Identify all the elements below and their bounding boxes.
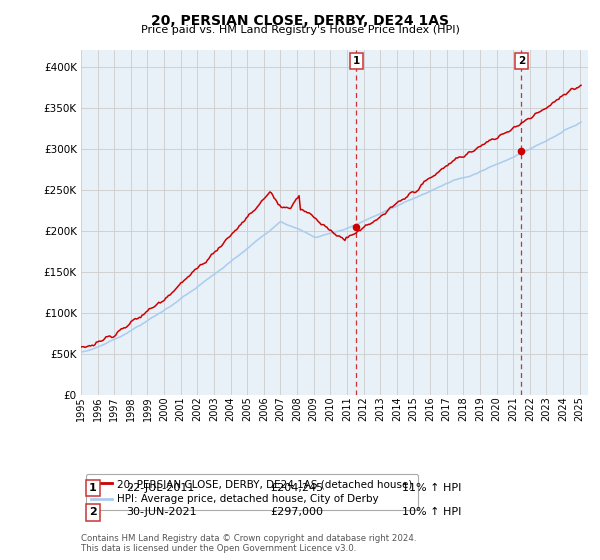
Text: 1: 1	[89, 483, 97, 493]
Text: £297,000: £297,000	[270, 507, 323, 517]
Text: 1: 1	[352, 56, 360, 66]
Text: 22-JUL-2011: 22-JUL-2011	[126, 483, 194, 493]
Text: 30-JUN-2021: 30-JUN-2021	[126, 507, 197, 517]
Text: Price paid vs. HM Land Registry's House Price Index (HPI): Price paid vs. HM Land Registry's House …	[140, 25, 460, 35]
Text: 10% ↑ HPI: 10% ↑ HPI	[402, 507, 461, 517]
Text: £204,245: £204,245	[270, 483, 323, 493]
Text: 2: 2	[518, 56, 525, 66]
Text: 20, PERSIAN CLOSE, DERBY, DE24 1AS: 20, PERSIAN CLOSE, DERBY, DE24 1AS	[151, 14, 449, 28]
Text: Contains HM Land Registry data © Crown copyright and database right 2024.
This d: Contains HM Land Registry data © Crown c…	[81, 534, 416, 553]
Text: 2: 2	[89, 507, 97, 517]
Legend: 20, PERSIAN CLOSE, DERBY, DE24 1AS (detached house), HPI: Average price, detache: 20, PERSIAN CLOSE, DERBY, DE24 1AS (deta…	[86, 474, 418, 510]
Text: 11% ↑ HPI: 11% ↑ HPI	[402, 483, 461, 493]
